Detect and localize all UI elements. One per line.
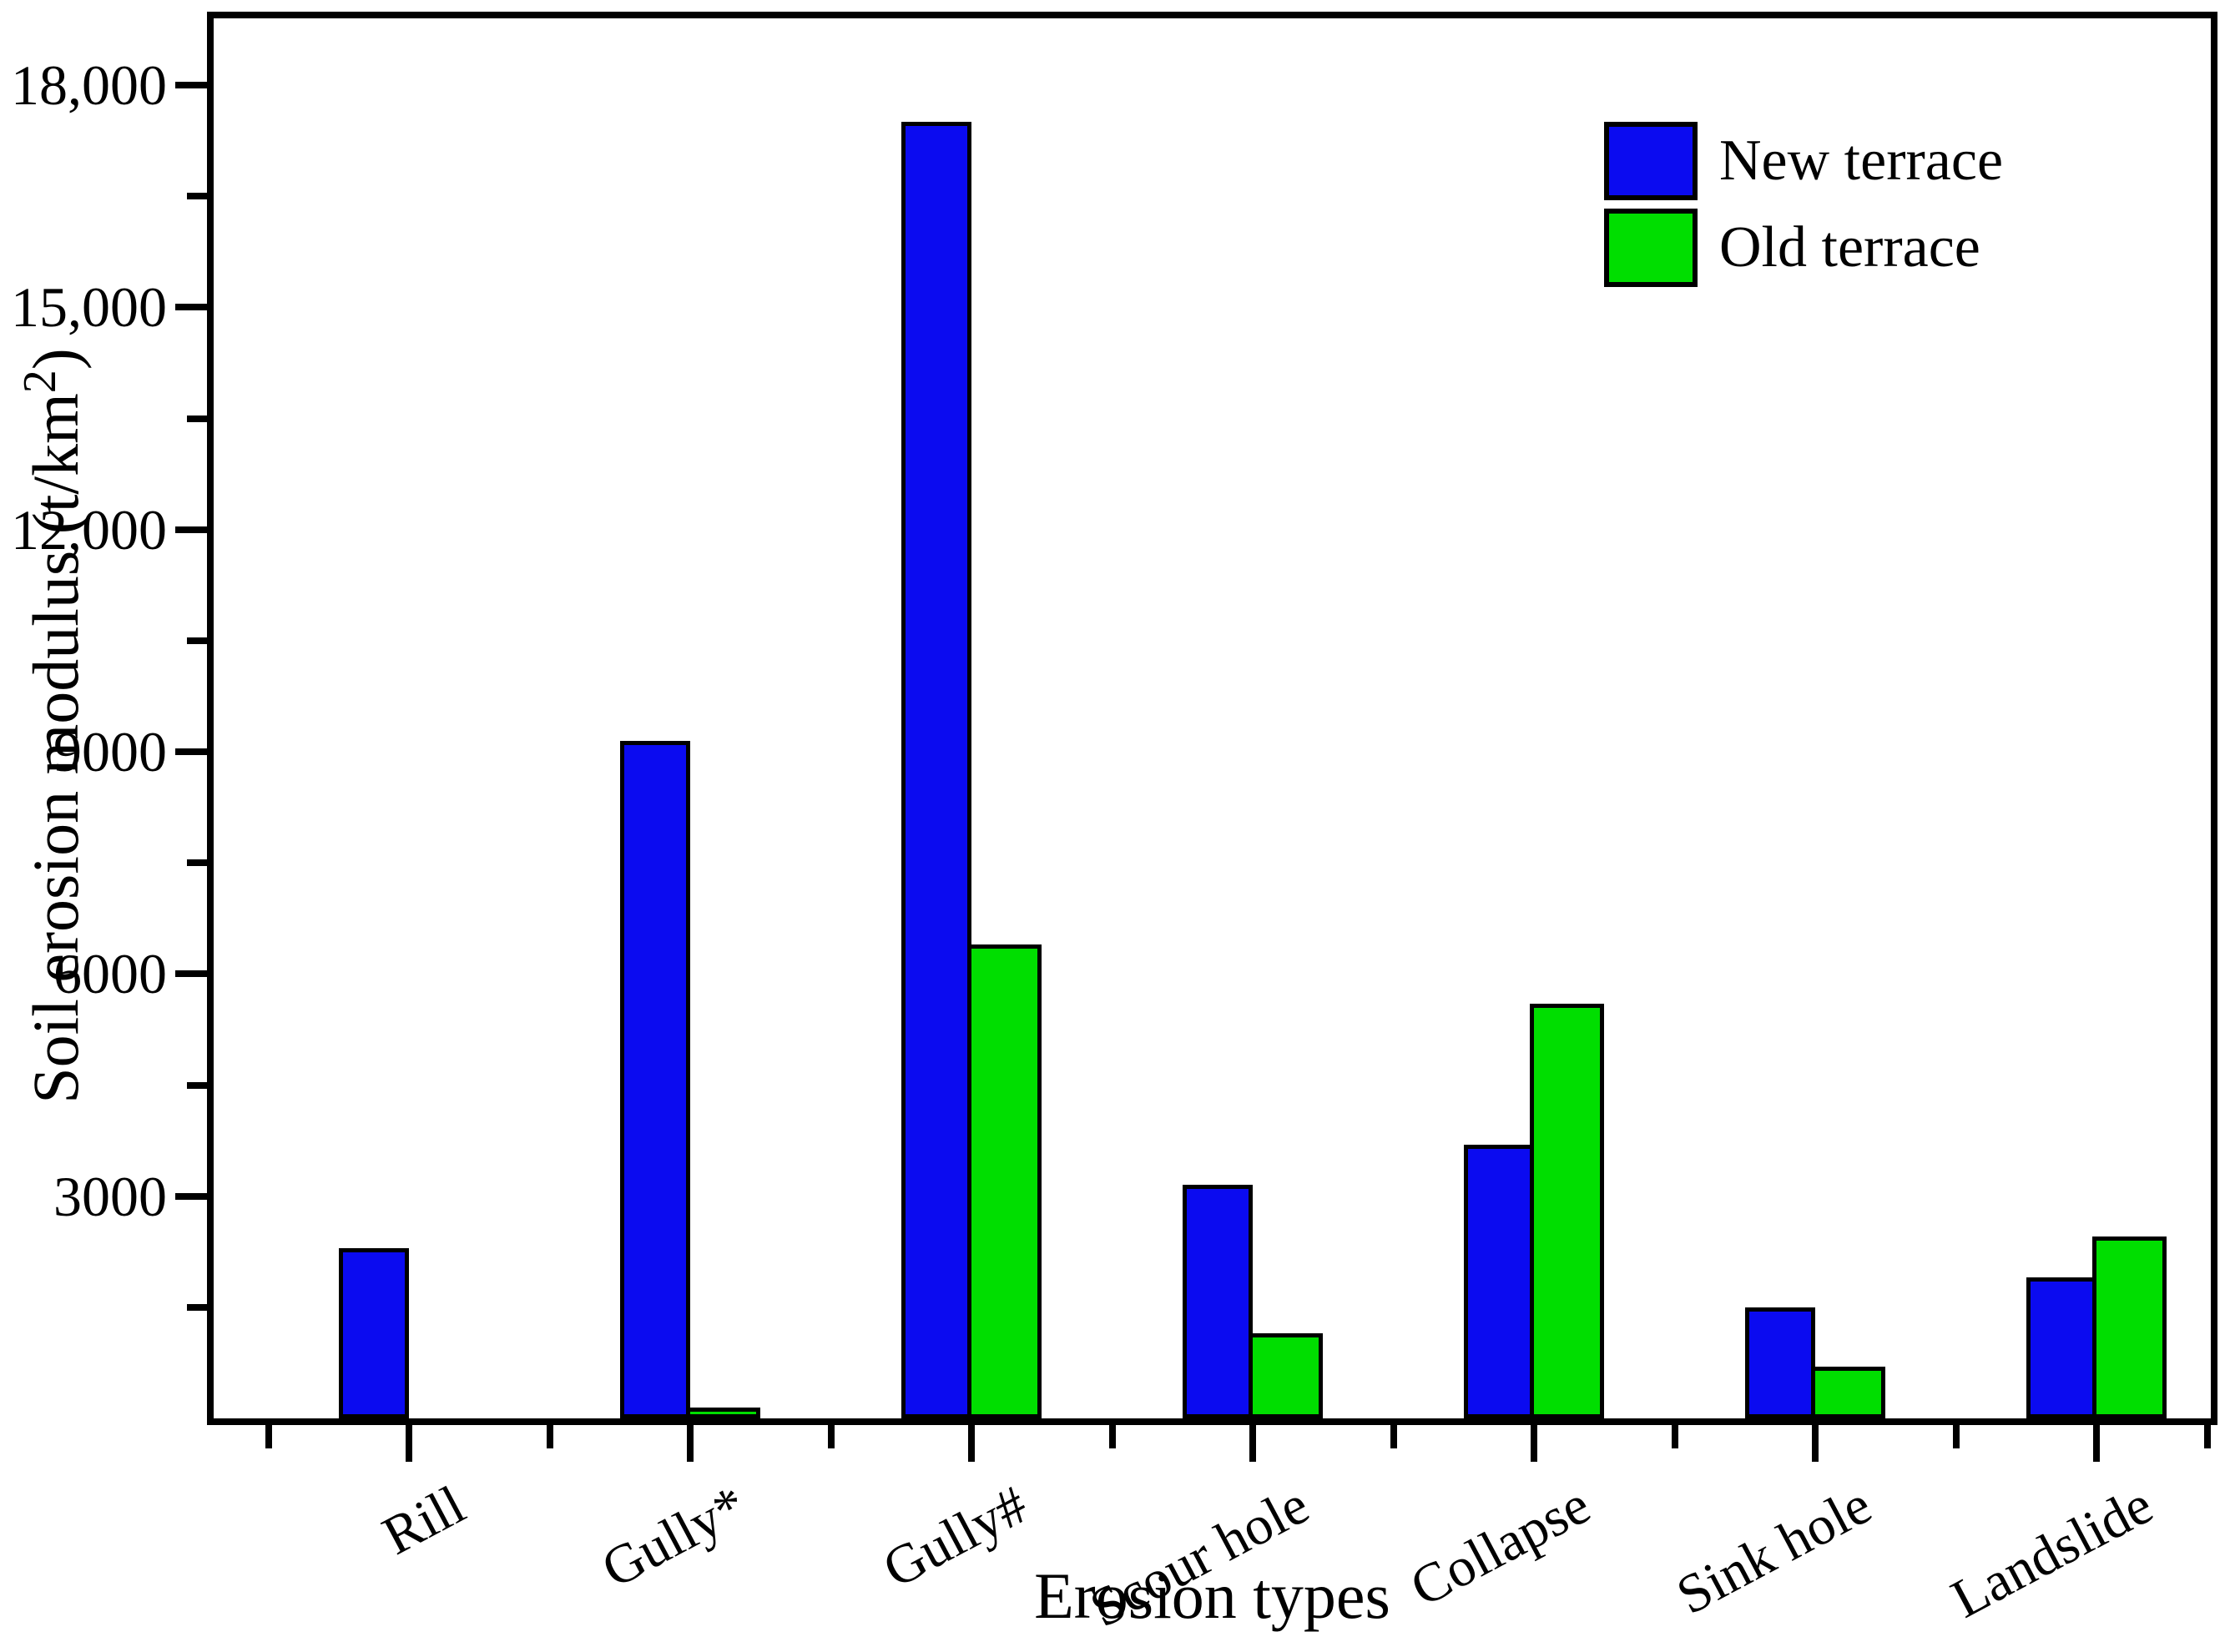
bar-old-terrace-gully- [967,944,1042,1418]
x-major-tick [2093,1425,2100,1462]
x-minor-tick [827,1425,835,1448]
y-tick-label: 9000 [53,720,167,783]
y-minor-tick [187,1303,207,1311]
x-minor-tick [1108,1425,1116,1448]
y-axis-title-text: Soil erosion modulus (t/km [19,393,92,1104]
y-major-tick [175,970,207,978]
x-major-tick [968,1425,975,1462]
x-minor-tick [1952,1425,1960,1448]
bar-old-terrace-scour-hole [1249,1332,1323,1418]
x-minor-tick [1671,1425,1678,1448]
y-axis-title-suffix: ) [19,348,92,370]
legend-swatch-icon [1604,122,1698,200]
bar-new-terrace-landslide [2026,1277,2096,1418]
y-axis-title: Soil erosion modulus (t/km2) [13,348,93,1104]
bar-new-terrace-gully- [620,740,690,1418]
x-minor-tick [265,1425,272,1448]
bar-new-terrace-scour-hole [1183,1185,1253,1418]
x-axis-title: Erosion types [1034,1559,1390,1632]
y-minor-tick [187,637,207,644]
x-major-tick [406,1425,412,1462]
bar-new-terrace-gully- [901,122,971,1418]
bar-old-terrace-landslide [2092,1236,2167,1418]
x-major-tick [1812,1425,1819,1462]
x-major-tick [1531,1425,1537,1462]
x-major-tick [687,1425,694,1462]
legend-item: Old terrace [1604,209,2003,287]
y-major-tick [175,526,207,533]
bar-new-terrace-rill [339,1247,409,1418]
y-major-tick [175,82,207,88]
y-tick-label: 3000 [53,1164,167,1228]
legend-item-label: Old terrace [1719,215,1980,280]
y-tick-label: 6000 [53,942,167,1006]
y-tick-label: 15,000 [11,275,167,340]
x-category-label: Rill [373,1473,475,1567]
bar-new-terrace-sink-hole [1745,1307,1815,1418]
bar-old-terrace-sink-hole [1811,1366,1885,1418]
y-minor-tick [187,859,207,867]
y-tick-label: 18,000 [11,53,167,117]
legend-swatch-icon [1604,209,1698,287]
bar-new-terrace-collapse [1464,1144,1534,1418]
y-tick-label: 12,000 [11,497,167,562]
y-axis-title-superscript: 2 [14,370,66,394]
legend: New terrace Old terrace [1604,122,2003,295]
legend-item-label: New terrace [1719,128,2004,193]
y-major-tick [175,304,207,311]
x-minor-tick [546,1425,553,1448]
bar-old-terrace-gully- [686,1407,760,1418]
x-major-tick [1249,1425,1256,1462]
legend-item: New terrace [1604,122,2003,200]
y-minor-tick [187,1081,207,1089]
y-minor-tick [187,193,207,200]
y-major-tick [175,748,207,755]
x-minor-tick [1390,1425,1397,1448]
y-major-tick [175,1192,207,1200]
y-minor-tick [187,415,207,422]
x-minor-tick [2204,1425,2211,1448]
bar-old-terrace-collapse [1530,1003,1604,1418]
